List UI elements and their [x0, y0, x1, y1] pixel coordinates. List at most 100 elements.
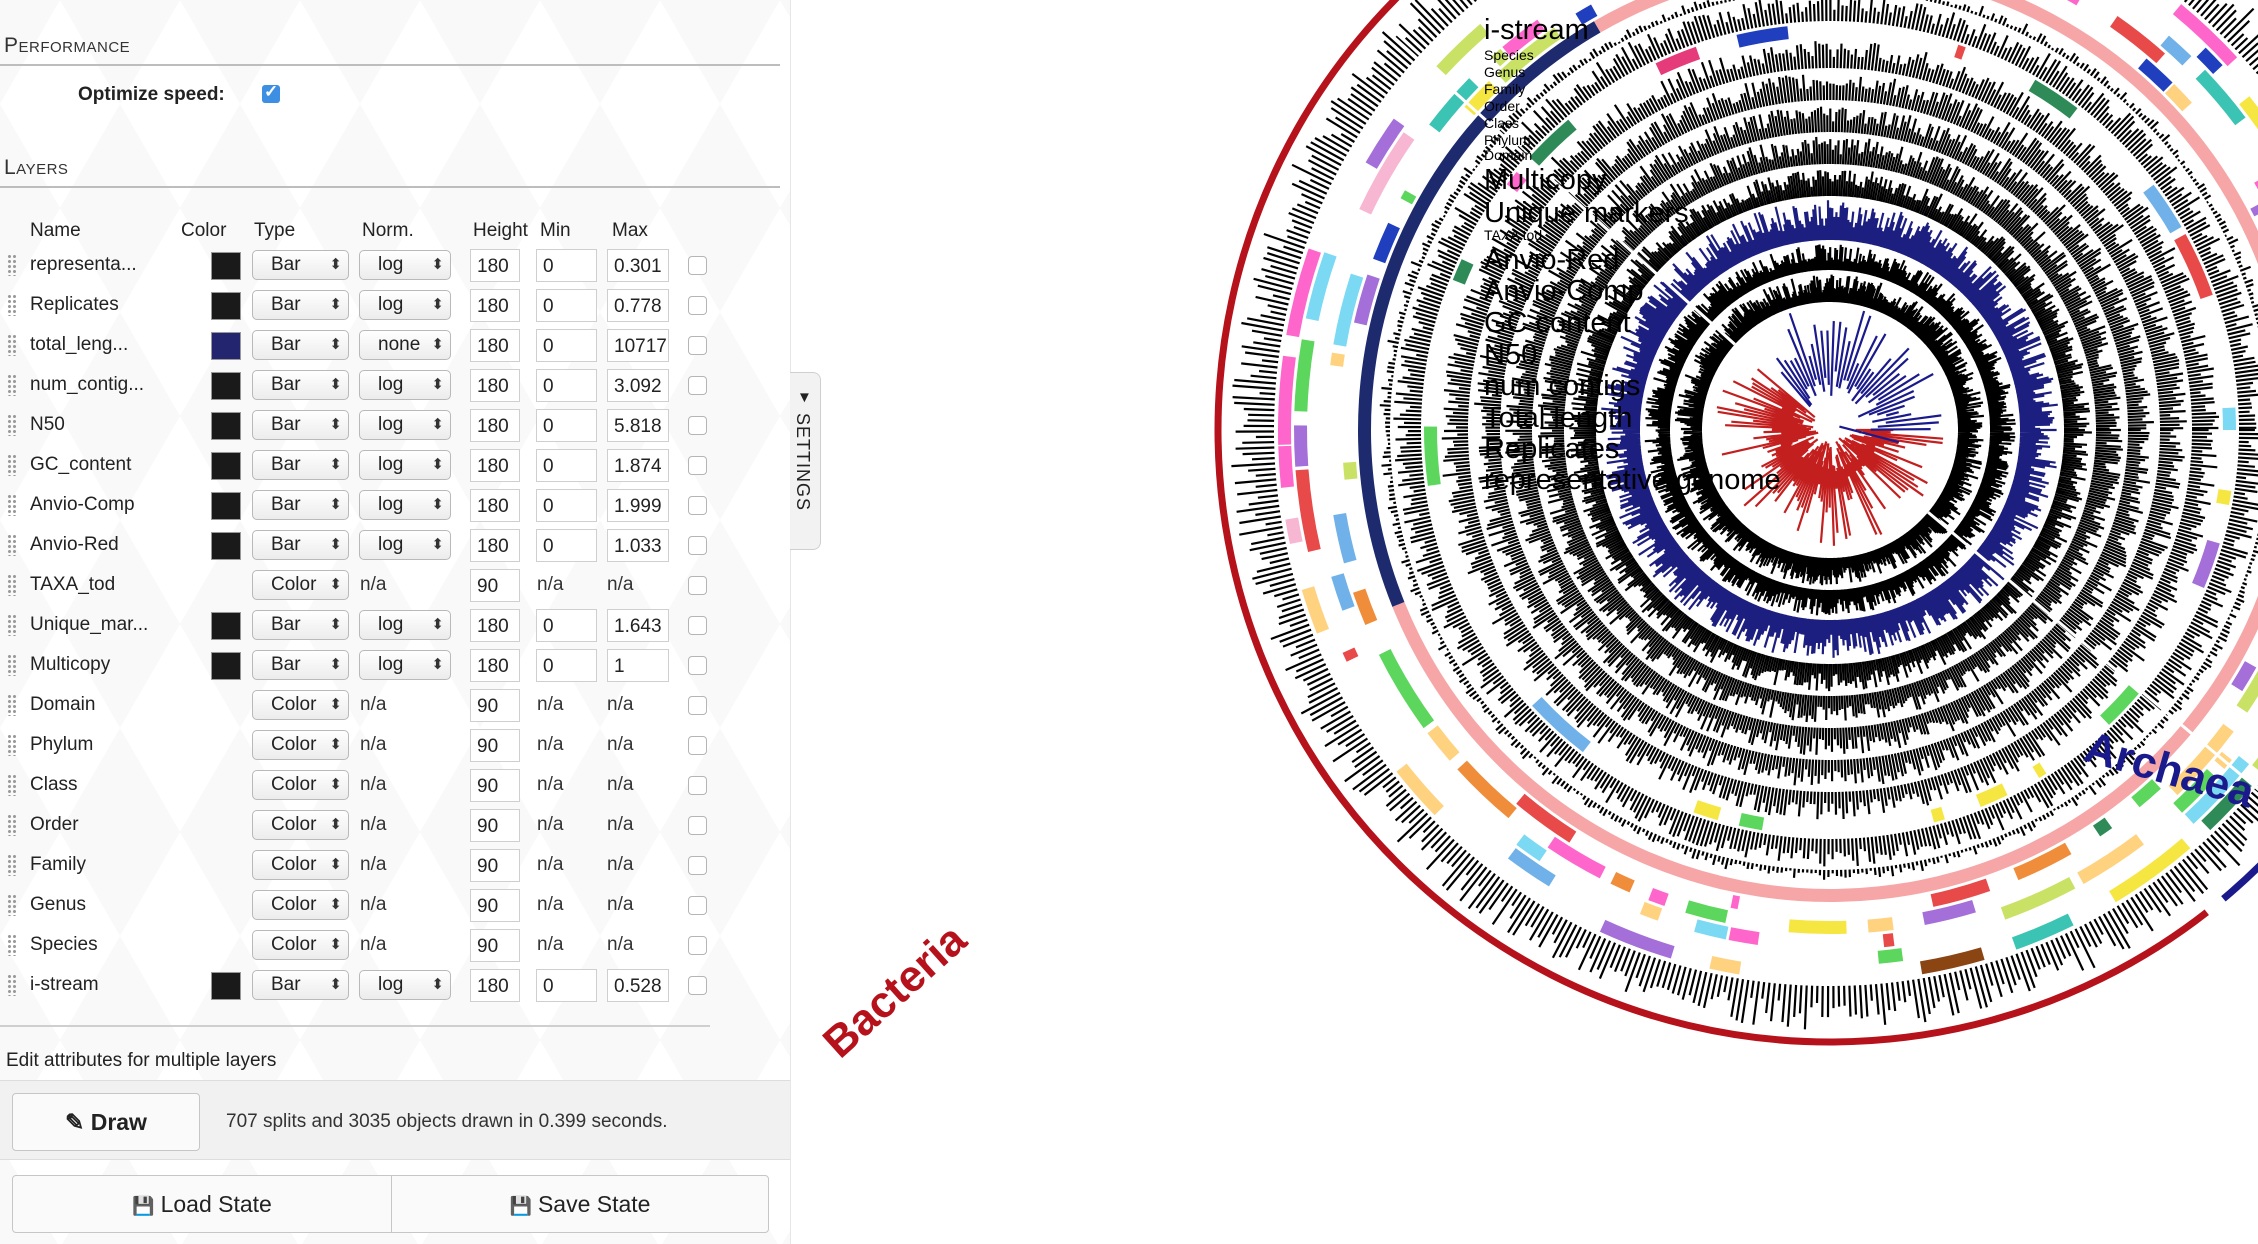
layer-select-checkbox[interactable] — [688, 256, 707, 275]
layer-height-input[interactable]: 180 — [470, 609, 520, 642]
layer-min-input[interactable]: 0 — [536, 249, 597, 282]
layer-row[interactable]: Domain Color n/a 90 n/a n/a — [0, 685, 780, 725]
layer-row[interactable]: Phylum Color n/a 90 n/a n/a — [0, 725, 780, 765]
layer-select-checkbox[interactable] — [688, 976, 707, 995]
layer-row[interactable]: i-stream Bar log 180 0 0.528 — [0, 965, 780, 1005]
layer-color-swatch[interactable] — [211, 412, 241, 440]
layer-min-input[interactable]: 0 — [536, 369, 597, 402]
circular-phylogram[interactable]: i-streamSpeciesGenusFamilyOrderClassPhyl… — [800, 0, 2258, 1244]
layer-select-checkbox[interactable] — [688, 896, 707, 915]
layer-height-input[interactable]: 180 — [470, 289, 520, 322]
layer-row[interactable]: Order Color n/a 90 n/a n/a — [0, 805, 780, 845]
layer-color-swatch[interactable] — [211, 252, 241, 280]
layer-type-select[interactable]: Bar — [252, 410, 349, 440]
draw-button[interactable]: ✎ Draw — [12, 1093, 200, 1151]
layer-select-checkbox[interactable] — [688, 696, 707, 715]
layer-color-swatch[interactable] — [211, 452, 241, 480]
layer-select-checkbox[interactable] — [688, 416, 707, 435]
drag-handle-icon[interactable] — [7, 534, 17, 556]
layer-max-input[interactable]: 1.033 — [607, 529, 669, 562]
layer-color-swatch[interactable] — [211, 332, 241, 360]
layer-type-select[interactable]: Color — [252, 690, 349, 720]
bacteria-arc[interactable] — [1214, 0, 2258, 1046]
layer-height-input[interactable]: 90 — [470, 889, 520, 922]
layer-min-input[interactable]: 0 — [536, 449, 597, 482]
layer-select-checkbox[interactable] — [688, 576, 707, 595]
layer-select-checkbox[interactable] — [688, 816, 707, 835]
settings-toggle-tab[interactable]: ▼ SETTINGS — [790, 372, 821, 550]
drag-handle-icon[interactable] — [7, 734, 17, 756]
layer-norm-select[interactable]: log — [359, 530, 451, 560]
layer-min-input[interactable]: 0 — [536, 649, 597, 682]
layer-type-select[interactable]: Bar — [252, 970, 349, 1000]
layer-type-select[interactable]: Color — [252, 810, 349, 840]
bacteria-branches[interactable] — [1716, 368, 1944, 546]
layer-select-checkbox[interactable] — [688, 656, 707, 675]
save-state-button[interactable]: 💾 Save State — [391, 1175, 769, 1233]
layer-norm-select[interactable]: log — [359, 370, 451, 400]
edit-multiple-layers-link[interactable]: Edit attributes for multiple layers — [6, 1050, 277, 1071]
layer-height-input[interactable]: 90 — [470, 729, 520, 762]
layer-norm-select[interactable]: log — [359, 970, 451, 1000]
layer-select-checkbox[interactable] — [688, 496, 707, 515]
layer-min-input[interactable]: 0 — [536, 529, 597, 562]
drag-handle-icon[interactable] — [7, 974, 17, 996]
layer-height-input[interactable]: 180 — [470, 249, 520, 282]
layer-type-select[interactable]: Color — [252, 770, 349, 800]
layer-select-checkbox[interactable] — [688, 736, 707, 755]
layer-norm-select[interactable]: log — [359, 650, 451, 680]
layer-row[interactable]: representa... Bar log 180 0 0.301 — [0, 245, 780, 285]
layer-color-swatch[interactable] — [211, 492, 241, 520]
layer-row[interactable]: num_contig... Bar log 180 0 3.092 — [0, 365, 780, 405]
layer-row[interactable]: Genus Color n/a 90 n/a n/a — [0, 885, 780, 925]
layer-height-input[interactable]: 90 — [470, 929, 520, 962]
drag-handle-icon[interactable] — [7, 494, 17, 516]
drag-handle-icon[interactable] — [7, 334, 17, 356]
layer-type-select[interactable]: Bar — [252, 370, 349, 400]
layer-max-input[interactable]: 1.643 — [607, 609, 669, 642]
layer-min-input[interactable]: 0 — [536, 609, 597, 642]
layer-height-input[interactable]: 180 — [470, 969, 520, 1002]
layer-height-input[interactable]: 180 — [470, 369, 520, 402]
layer-color-swatch[interactable] — [211, 292, 241, 320]
layer-max-input[interactable]: 10717 — [607, 329, 669, 362]
layer-min-input[interactable]: 0 — [536, 969, 597, 1002]
layer-row[interactable]: total_leng... Bar none 180 0 10717 — [0, 325, 780, 365]
archaea-branches[interactable] — [1775, 310, 1942, 444]
layer-row[interactable]: GC_content Bar log 180 0 1.874 — [0, 445, 780, 485]
layer-row[interactable]: Family Color n/a 90 n/a n/a — [0, 845, 780, 885]
layer-norm-select[interactable]: log — [359, 490, 451, 520]
layer-row[interactable]: TAXA_tod Color n/a 90 n/a n/a — [0, 565, 780, 605]
layer-color-swatch[interactable] — [211, 532, 241, 560]
layer-row[interactable]: Replicates Bar log 180 0 0.778 — [0, 285, 780, 325]
layer-min-input[interactable]: 0 — [536, 289, 597, 322]
layer-type-select[interactable]: Bar — [252, 330, 349, 360]
drag-handle-icon[interactable] — [7, 774, 17, 796]
layer-height-input[interactable]: 90 — [470, 809, 520, 842]
layer-color-swatch[interactable] — [211, 372, 241, 400]
layer-type-select[interactable]: Color — [252, 730, 349, 760]
layer-select-checkbox[interactable] — [688, 616, 707, 635]
layer-row[interactable]: Class Color n/a 90 n/a n/a — [0, 765, 780, 805]
layer-type-select[interactable]: Bar — [252, 610, 349, 640]
layer-max-input[interactable]: 1.999 — [607, 489, 669, 522]
dendrogram[interactable] — [1716, 310, 1944, 546]
layer-type-select[interactable]: Bar — [252, 250, 349, 280]
layer-max-input[interactable]: 5.818 — [607, 409, 669, 442]
layer-row[interactable]: Multicopy Bar log 180 01 — [0, 645, 780, 685]
layer-height-input[interactable]: 180 — [470, 529, 520, 562]
drag-handle-icon[interactable] — [7, 374, 17, 396]
layer-type-select[interactable]: Color — [252, 850, 349, 880]
layer-select-checkbox[interactable] — [688, 336, 707, 355]
layer-max-input[interactable]: 1.874 — [607, 449, 669, 482]
layer-row[interactable]: Species Color n/a 90 n/a n/a — [0, 925, 780, 965]
layer-type-select[interactable]: Color — [252, 930, 349, 960]
layer-max-input[interactable]: 0.778 — [607, 289, 669, 322]
layer-type-select[interactable]: Bar — [252, 450, 349, 480]
layer-select-checkbox[interactable] — [688, 936, 707, 955]
layer-type-select[interactable]: Color — [252, 890, 349, 920]
drag-handle-icon[interactable] — [7, 854, 17, 876]
layer-color-swatch[interactable] — [211, 612, 241, 640]
layer-type-select[interactable]: Bar — [252, 490, 349, 520]
layer-select-checkbox[interactable] — [688, 536, 707, 555]
